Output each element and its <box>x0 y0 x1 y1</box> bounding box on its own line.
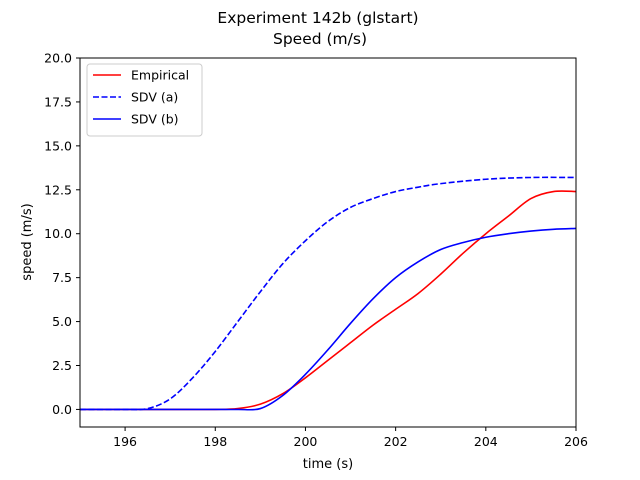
chart-subtitle: Speed (m/s) <box>273 30 367 48</box>
x-axis-ticks: 196 198 200 202 204 206 <box>113 427 588 449</box>
legend-label: SDV (b) <box>131 112 179 127</box>
x-tick-label: 206 <box>564 434 588 449</box>
x-tick-label: 200 <box>294 434 318 449</box>
x-axis-label: time (s) <box>303 457 353 472</box>
legend-entry-empirical: Empirical <box>93 68 189 83</box>
legend-entry-sdv-b: SDV (b) <box>93 112 179 127</box>
x-tick-label: 198 <box>203 434 227 449</box>
legend-label: SDV (a) <box>131 90 178 105</box>
legend-box <box>86 63 203 137</box>
y-tick-label: 20.0 <box>44 51 72 66</box>
x-tick-label: 204 <box>474 434 498 449</box>
y-axis-ticks: 0.0 2.5 5.0 7.5 10.0 12.5 15.0 17.5 20.0 <box>44 51 80 417</box>
series-lines <box>79 176 577 411</box>
x-tick-label: 196 <box>113 434 137 449</box>
y-axis-label: speed (m/s) <box>20 203 35 280</box>
y-tick-label: 0.0 <box>52 402 72 417</box>
sdv-b-line <box>80 227 577 411</box>
legend-entry-sdv-a: SDV (a) <box>93 90 178 105</box>
legend: Empirical SDV (a) SDV (b) <box>86 63 203 137</box>
sdv-a-line <box>79 176 577 411</box>
y-tick-label: 12.5 <box>44 182 72 197</box>
y-tick-label: 7.5 <box>52 270 72 285</box>
chart-title: Experiment 142b (glstart) <box>217 9 418 27</box>
plot-frame <box>79 57 577 428</box>
y-tick-label: 17.5 <box>44 94 72 109</box>
legend-label: Empirical <box>131 68 189 83</box>
y-tick-label: 15.0 <box>44 138 72 153</box>
x-tick-label: 202 <box>384 434 408 449</box>
y-tick-label: 2.5 <box>52 358 72 373</box>
y-tick-label: 5.0 <box>52 314 72 329</box>
y-tick-label: 10.0 <box>44 226 72 241</box>
